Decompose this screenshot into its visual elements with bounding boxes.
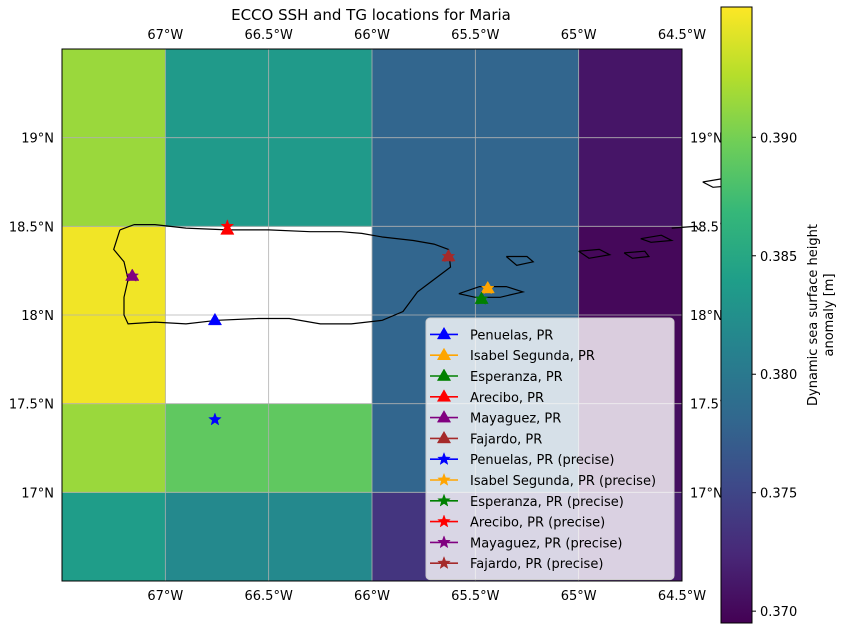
colorbar-label: Dynamic sea surface heightanomaly [m]	[806, 224, 837, 406]
legend-label: Mayaguez, PR	[470, 412, 561, 427]
coastline	[113, 224, 452, 325]
colorbar-tick-label: 0.390	[760, 131, 797, 146]
colorbar-tick-label: 0.375	[760, 487, 797, 502]
legend-entry: Penuelas, PR	[430, 326, 553, 343]
station-star-marker	[441, 249, 456, 263]
y-tick-label-right: 17°N	[690, 486, 723, 501]
x-tick-label-bottom: 65°W	[561, 589, 597, 604]
legend-triangle-icon	[436, 326, 452, 340]
legend-entry: Isabel Segunda, PR (precise)	[430, 472, 656, 489]
legend-label: Isabel Segunda, PR	[470, 349, 595, 364]
station-star-marker	[480, 281, 495, 295]
station-triangle-marker	[207, 312, 223, 326]
legend-star-icon	[437, 514, 451, 528]
legend-triangle-icon	[436, 389, 452, 402]
legend-triangle-icon	[436, 347, 452, 360]
y-tick-label-left: 17.5°N	[9, 398, 54, 413]
axis-ticks: 67°W 67°W 66.5°W 66.5°W 66°W 66°W 65.5°W 65.5°W…	[9, 28, 735, 604]
legend-triangle-icon	[436, 430, 452, 444]
legend-label: Isabel Segunda, PR (precise)	[470, 474, 656, 489]
x-tick-label-top: 65°W	[561, 28, 597, 43]
y-tick-label-left: 19°N	[21, 132, 54, 147]
colorbar-tick-label: 0.380	[760, 368, 797, 383]
legend-star-icon	[437, 535, 451, 549]
colorbar-tick-label: 0.370	[760, 605, 797, 620]
legend-triangle-icon	[436, 368, 452, 381]
legend-star-icon	[437, 493, 451, 507]
map-frame	[61, 48, 683, 582]
station-star-marker	[208, 412, 222, 426]
legend-star-icon	[437, 555, 451, 570]
x-tick-label-bottom: 65.5°W	[451, 589, 499, 604]
legend-triangle-icon	[436, 410, 452, 423]
legend-label: Arecibo, PR	[470, 391, 544, 406]
station-star-marker	[220, 219, 235, 233]
x-tick-label-top: 65.5°W	[451, 28, 499, 43]
y-tick-label-right: 18°N	[690, 309, 723, 324]
x-tick-label-bottom: 66.5°W	[245, 589, 293, 604]
x-tick-label-top: 66.5°W	[245, 28, 293, 43]
legend-entry: Mayaguez, PR (precise)	[430, 535, 622, 551]
x-tick-label-bottom: 66°W	[354, 589, 390, 604]
legend-label: Fajardo, PR	[470, 432, 542, 447]
legend-entry: Isabel Segunda, PR	[430, 347, 595, 364]
colorbar: 0.370 0.375 0.380 0.385 0.390 Dynamic sea sur…	[720, 6, 837, 624]
x-tick-label-bottom: 64.5°W	[658, 589, 706, 604]
colorbar-gradient	[720, 6, 753, 624]
coastline	[623, 250, 651, 259]
coastline	[578, 248, 612, 259]
x-tick-label-top: 64.5°W	[658, 28, 706, 43]
legend-entry: Arecibo, PR (precise)	[430, 514, 605, 531]
station-star-marker	[125, 268, 140, 282]
y-tick-label-left: 18.5°N	[9, 220, 54, 235]
legend-entry: Fajardo, PR (precise)	[430, 555, 603, 572]
legend-star-icon	[437, 451, 451, 466]
station-markers	[125, 219, 495, 426]
legend: Penuelas, PR Isabel Segunda, PR Esperanza,…	[425, 317, 675, 581]
heatmap-cell	[62, 492, 166, 582]
legend-box	[425, 317, 675, 581]
legend-label: Mayaguez, PR (precise)	[470, 536, 622, 551]
legend-label: Esperanza, PR	[470, 370, 563, 385]
x-tick-label-bottom: 67°W	[147, 589, 183, 604]
legend-star-icon	[437, 472, 451, 486]
legend-label: Fajardo, PR (precise)	[470, 557, 603, 572]
chart-title: ECCO SSH and TG locations for Maria	[231, 6, 511, 24]
x-tick-label-top: 67°W	[147, 28, 183, 43]
coastline	[640, 234, 674, 243]
legend-label: Penuelas, PR (precise)	[470, 453, 614, 468]
coastline	[671, 225, 700, 231]
coastlines	[113, 177, 736, 325]
legend-label: Arecibo, PR (precise)	[470, 516, 605, 531]
legend-entry: Esperanza, PR	[430, 368, 563, 385]
y-tick-label-left: 17°N	[21, 486, 54, 501]
legend-entry: Arecibo, PR	[430, 389, 544, 406]
legend-entry: Mayaguez, PR	[430, 410, 561, 427]
coastline	[505, 255, 535, 266]
colorbar-tick-label: 0.385	[760, 250, 797, 265]
x-tick-label-top: 66°W	[354, 28, 390, 43]
legend-label: Esperanza, PR (precise)	[470, 495, 624, 510]
legend-entry: Penuelas, PR (precise)	[430, 451, 614, 468]
station-star-marker	[474, 291, 489, 305]
y-tick-label-right: 19°N	[690, 132, 723, 147]
legend-label: Penuelas, PR	[470, 328, 553, 343]
heatmap-cell	[62, 403, 166, 493]
y-tick-label-left: 18°N	[21, 309, 54, 324]
legend-entry: Fajardo, PR	[430, 430, 542, 447]
legend-entry: Esperanza, PR (precise)	[430, 493, 624, 510]
